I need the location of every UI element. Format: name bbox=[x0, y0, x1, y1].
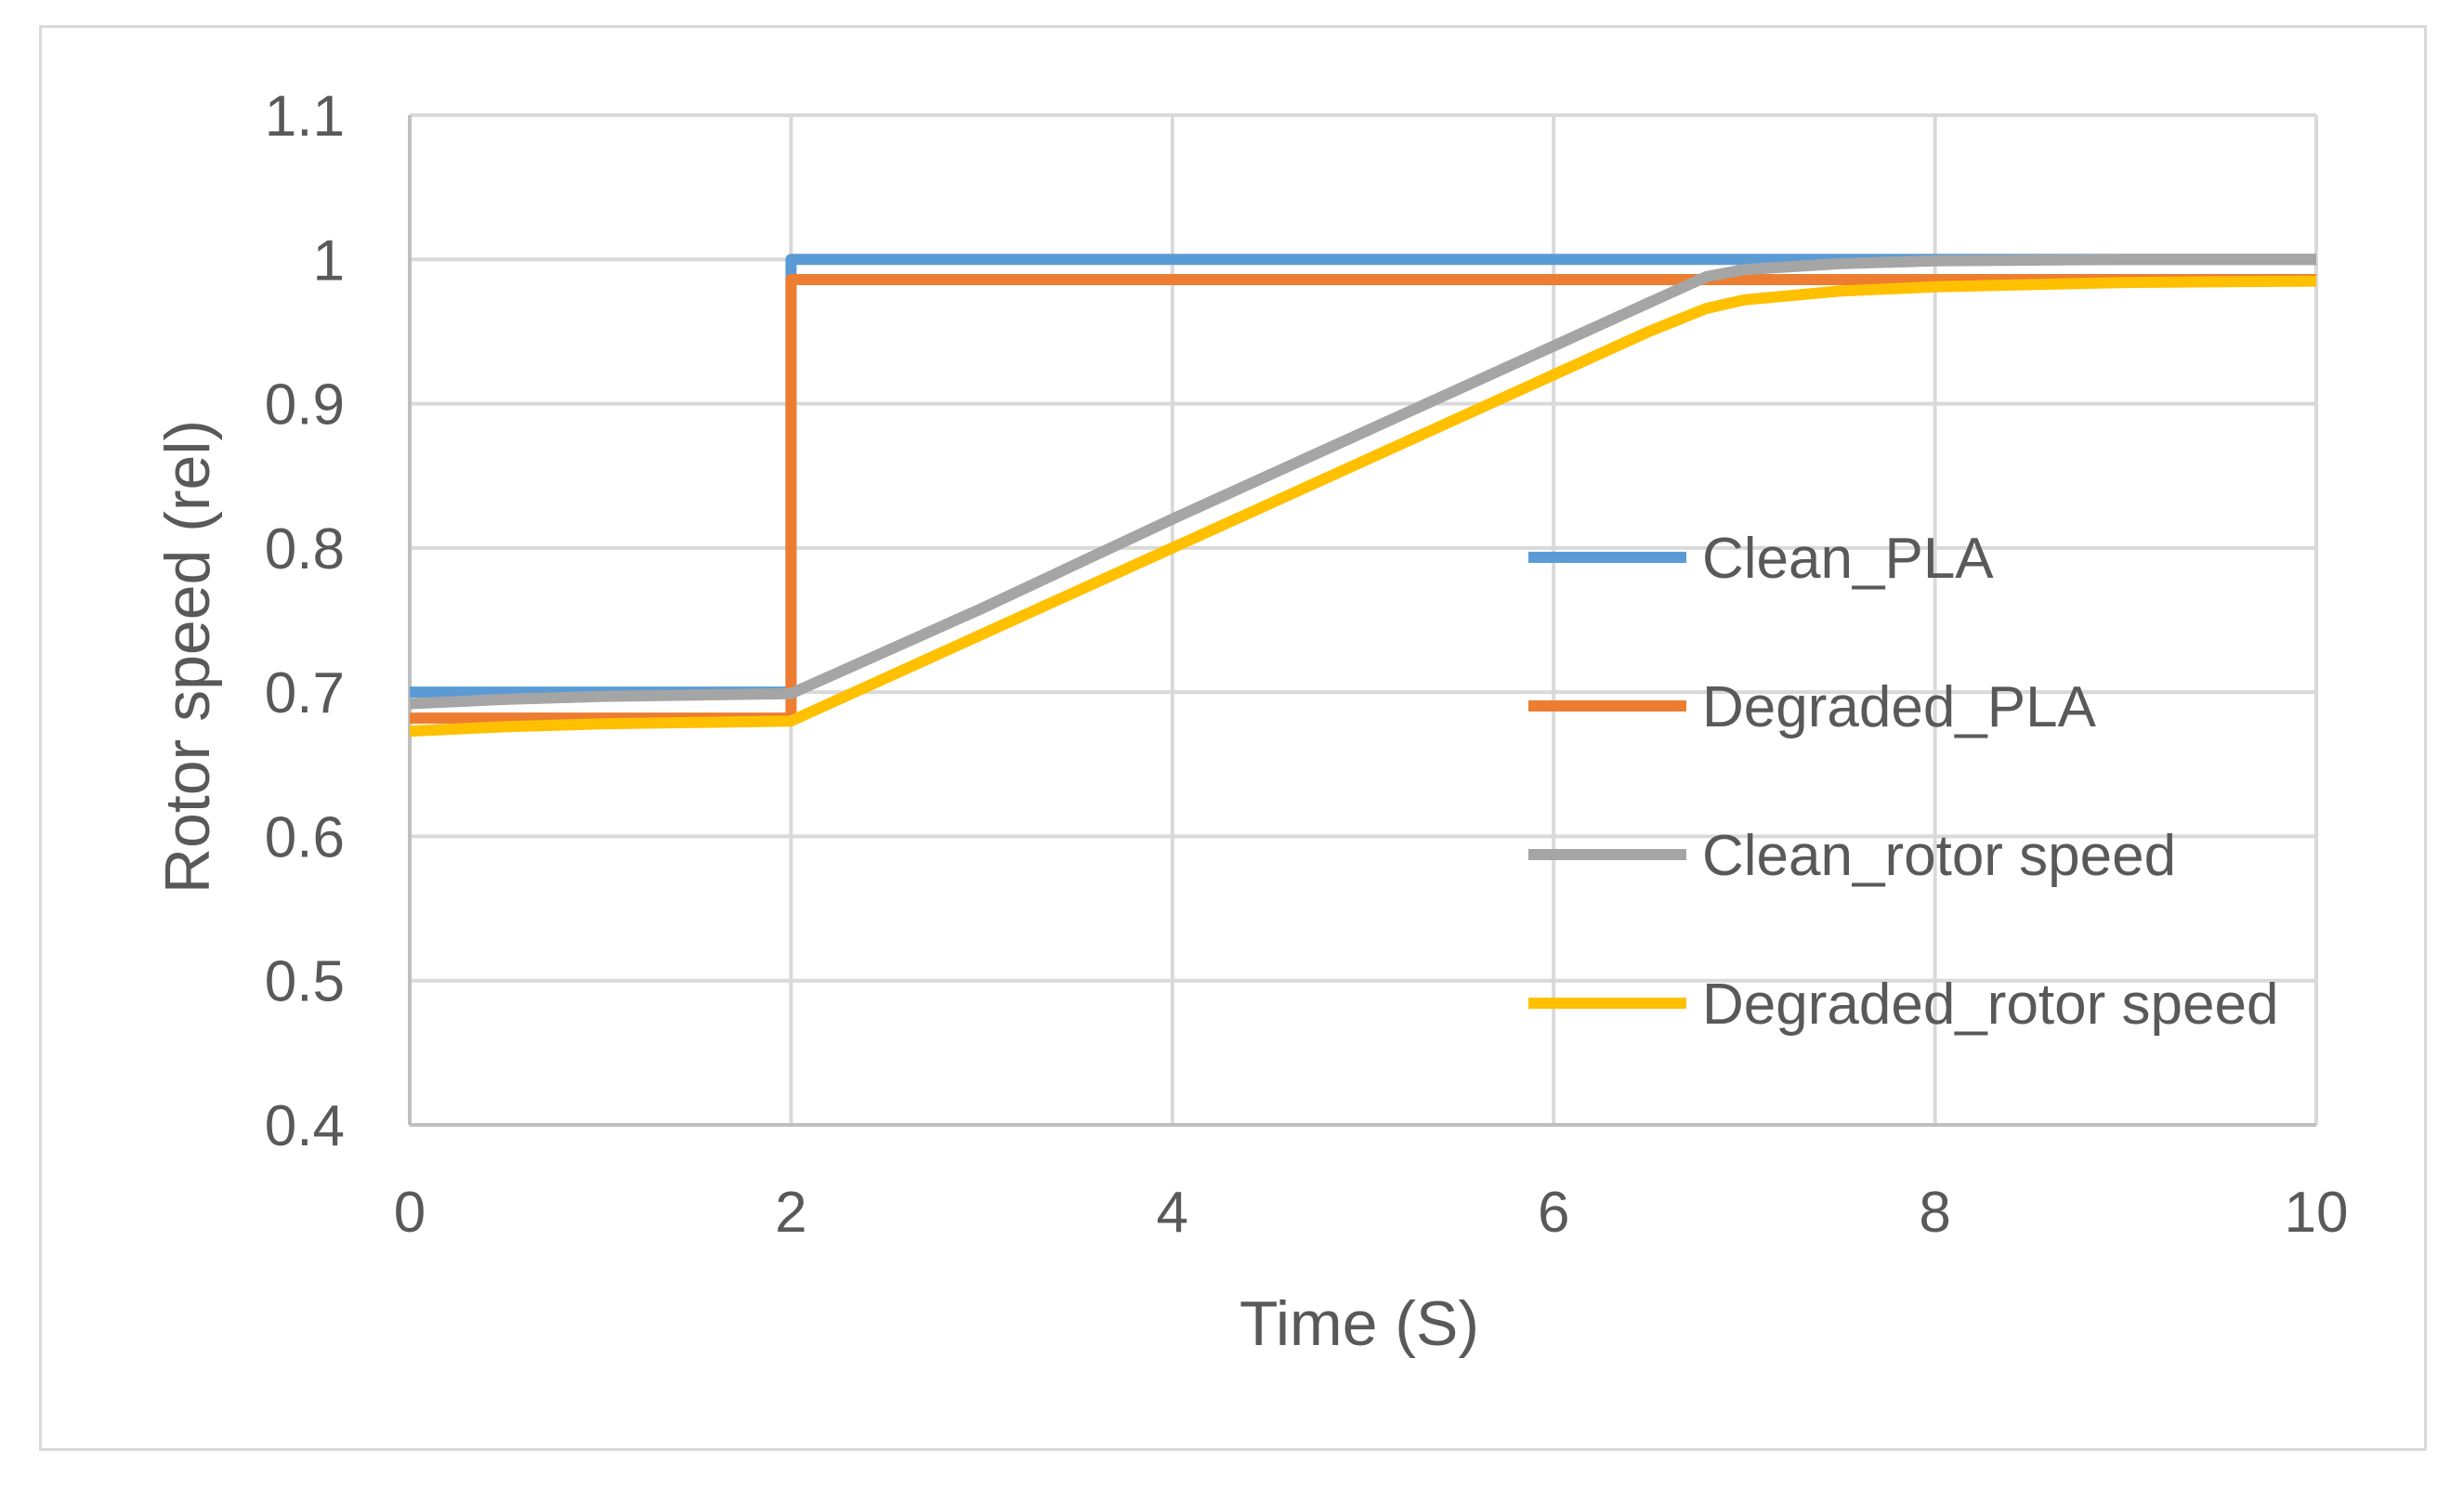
legend: Clean_PLA Degraded_PLA Clean_rotor speed De… bbox=[1528, 527, 2278, 1037]
series-line-2 bbox=[409, 254, 2316, 710]
series-line-3 bbox=[409, 275, 2317, 738]
tick-labels: 0.4 0.5 0.6 0.7 0.8 0.9 1 1.1 0 2 4 6 8 10 bbox=[265, 85, 2349, 1245]
legend-label: Clean_rotor speed bbox=[1702, 824, 2176, 888]
y-tick-label: 0.7 bbox=[265, 661, 345, 725]
y-tick-label: 1 bbox=[313, 229, 345, 293]
y-tick-label: 0.8 bbox=[265, 517, 345, 581]
x-tick-label: 0 bbox=[394, 1181, 426, 1245]
y-tick-label: 0.4 bbox=[265, 1094, 345, 1158]
y-tick-label: 0.9 bbox=[265, 373, 345, 438]
y-tick-label: 1.1 bbox=[265, 85, 345, 149]
series-line-0 bbox=[410, 254, 2316, 699]
x-tick-label: 6 bbox=[1538, 1181, 1569, 1245]
legend-label: Degraded_PLA bbox=[1702, 675, 2097, 739]
x-tick-label: 10 bbox=[2285, 1181, 2349, 1245]
x-tick-label: 8 bbox=[1919, 1181, 1950, 1245]
legend-label: Degraded_rotor speed bbox=[1702, 973, 2278, 1037]
y-axis-label: Rotor speed (rel) bbox=[152, 420, 223, 894]
y-tick-label: 0.5 bbox=[265, 950, 345, 1014]
axes bbox=[408, 115, 2316, 1127]
y-tick-label: 0.6 bbox=[265, 805, 345, 869]
x-axis-label: Time (S) bbox=[1239, 1288, 1479, 1359]
series-lines bbox=[409, 254, 2317, 738]
series-line-1 bbox=[410, 274, 2316, 725]
legend-label: Clean_PLA bbox=[1702, 527, 1994, 591]
x-tick-label: 4 bbox=[1157, 1181, 1188, 1245]
x-tick-label: 2 bbox=[775, 1181, 806, 1245]
